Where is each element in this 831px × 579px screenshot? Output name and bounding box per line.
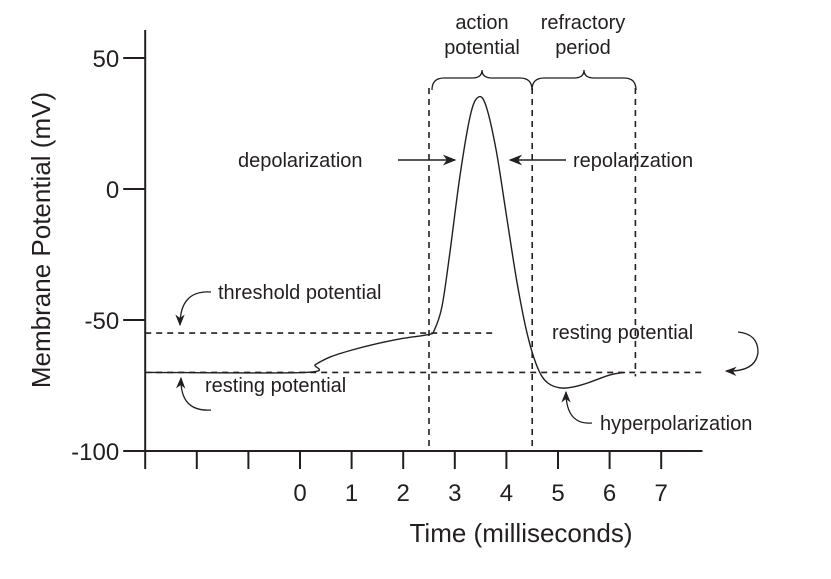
label-potential: potential	[444, 37, 520, 59]
x-tick-label: 2	[397, 480, 410, 507]
x-tick-label: 7	[655, 480, 668, 507]
label-action: action	[455, 12, 508, 34]
hyperpolarization-arrow-icon	[561, 390, 593, 424]
y-tick-label: 50	[92, 46, 119, 73]
membrane-potential-curve	[150, 95, 626, 389]
label-refractory: refractory	[541, 12, 625, 34]
resting-left-arrow-icon	[176, 376, 212, 411]
threshold-arrow-icon	[175, 291, 212, 327]
x-tick-label: 1	[345, 480, 358, 507]
y-axis-label: Membrane Potential (mV)	[26, 92, 56, 388]
axes: 50 0 -50 -100 0 1 2 3 4 5 6 7	[71, 30, 703, 507]
label-hyperpolarization: hyperpolarization	[600, 413, 752, 435]
label-depolarization: depolarization	[238, 150, 363, 172]
label-resting-potential-right: resting potential	[552, 322, 693, 344]
x-axis-label: Time (milliseconds)	[410, 518, 633, 548]
label-resting-potential-left: resting potential	[205, 375, 346, 397]
label-repolarization: repolarization	[573, 150, 693, 172]
x-tick-label: 3	[448, 480, 461, 507]
action-potential-brace	[431, 69, 533, 91]
x-tick-label: 5	[551, 480, 564, 507]
resting-right-arrow-icon	[724, 331, 759, 377]
refractory-period-brace	[531, 69, 637, 91]
label-period: period	[555, 37, 611, 59]
x-tick-label: 6	[603, 480, 616, 507]
x-tick-label: 4	[500, 480, 513, 507]
y-tick-label: -100	[71, 439, 119, 466]
y-tick-label: 0	[106, 177, 119, 204]
y-tick-label: -50	[85, 308, 120, 335]
x-tick-label: 0	[293, 480, 306, 507]
label-threshold-potential: threshold potential	[218, 282, 381, 304]
